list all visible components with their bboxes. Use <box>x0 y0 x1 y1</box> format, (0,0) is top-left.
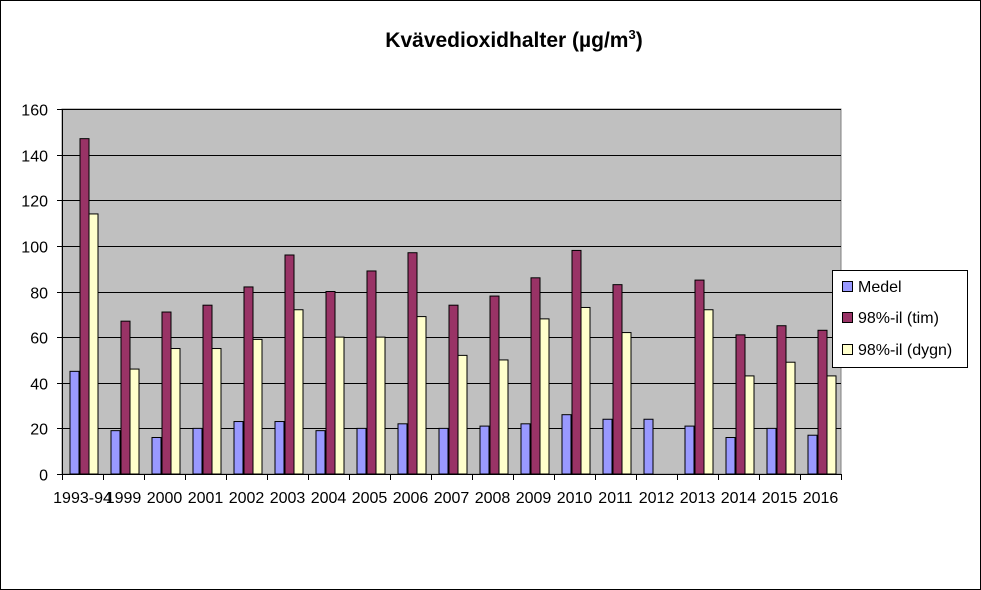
bar-3 <box>252 338 263 475</box>
bar-2 <box>571 249 582 475</box>
bar-3 <box>293 309 304 475</box>
x-tick-label: 2003 <box>270 490 306 507</box>
chart-title-suffix: ) <box>635 29 643 52</box>
bar-2 <box>120 320 131 475</box>
y-tick-label: 100 <box>21 240 48 257</box>
bar-1 <box>807 434 818 475</box>
bar-2 <box>448 304 459 475</box>
x-tick-label: 2006 <box>393 490 429 507</box>
bar-3 <box>88 213 99 475</box>
bar-1 <box>151 437 162 475</box>
y-tick-label: 0 <box>39 468 48 485</box>
bar-1 <box>479 425 490 475</box>
bar-1 <box>602 418 613 475</box>
bar-2 <box>735 334 746 475</box>
chart-title-superscript: 3 <box>628 27 636 42</box>
bar-1 <box>438 427 449 475</box>
bar-2 <box>79 138 90 475</box>
bar-3 <box>744 375 755 475</box>
x-tick-label: 2004 <box>311 490 347 507</box>
x-tick-label: 2005 <box>352 490 388 507</box>
legend-item: Medel <box>842 278 902 298</box>
bar-3 <box>170 348 181 475</box>
bar-2 <box>325 291 336 475</box>
bar-2 <box>694 279 705 475</box>
bar-3 <box>703 309 714 475</box>
legend-label: 98%-il (tim) <box>858 310 939 327</box>
bar-1 <box>110 430 121 475</box>
bar-1 <box>397 423 408 475</box>
bar-1 <box>356 427 367 475</box>
bar-2 <box>817 329 828 475</box>
bar-3 <box>375 336 386 475</box>
bar-3 <box>498 359 509 475</box>
legend-item: 98%-il (tim) <box>842 309 939 329</box>
bar-1 <box>643 418 654 475</box>
legend-label: Medel <box>858 279 902 296</box>
x-tick-label: 2002 <box>229 490 265 507</box>
bar-1 <box>684 425 695 475</box>
legend-swatch <box>842 312 853 323</box>
x-tick-label: 2015 <box>762 490 798 507</box>
bar-2 <box>776 325 787 475</box>
bar-3 <box>785 361 796 475</box>
x-tick-label: 1993-94 <box>53 490 112 507</box>
legend: Medel 98%-il (tim) 98%-il (dygn) <box>832 270 968 368</box>
bar-1 <box>233 421 244 475</box>
chart-title: Kvävedioxidhalter (µg/m3) <box>0 27 981 53</box>
bar-2 <box>612 284 623 475</box>
x-tick-label: 2009 <box>516 490 552 507</box>
bar-1 <box>315 430 326 475</box>
y-tick-label: 120 <box>21 194 48 211</box>
x-tick-label: 2013 <box>680 490 716 507</box>
bar-2 <box>284 254 295 475</box>
x-tick-label: 2010 <box>557 490 593 507</box>
bar-2 <box>530 277 541 475</box>
bar-3 <box>416 316 427 475</box>
x-tick-label: 1999 <box>106 490 142 507</box>
bar-1 <box>766 427 777 475</box>
y-tick-label: 60 <box>30 331 48 348</box>
x-tick-label: 2008 <box>475 490 511 507</box>
y-tick-label: 80 <box>30 286 48 303</box>
bar-3 <box>621 332 632 475</box>
bar-2 <box>161 311 172 475</box>
y-tick-label: 140 <box>21 149 48 166</box>
y-tick-label: 20 <box>30 422 48 439</box>
y-tick-label: 160 <box>21 103 48 120</box>
legend-item: 98%-il (dygn) <box>842 341 952 361</box>
bar-3 <box>129 368 140 475</box>
bar-1 <box>69 370 80 475</box>
chart-title-text: Kvävedioxidhalter (µg/m <box>385 29 629 52</box>
bar-1 <box>274 421 285 475</box>
bar-2 <box>202 304 213 475</box>
bar-1 <box>561 414 572 475</box>
bar-2 <box>489 295 500 475</box>
bar-2 <box>366 270 377 475</box>
bar-2 <box>407 252 418 475</box>
x-tick-label: 2016 <box>803 490 839 507</box>
x-tick-label: 2012 <box>639 490 675 507</box>
legend-swatch <box>842 281 853 292</box>
bar-1 <box>725 437 736 475</box>
bar-2 <box>243 286 254 475</box>
bar-1 <box>520 423 531 475</box>
x-tick-label: 2001 <box>188 490 224 507</box>
bar-3 <box>539 318 550 475</box>
bar-3 <box>580 306 591 475</box>
x-tick-label: 2007 <box>434 490 470 507</box>
y-tick-label: 40 <box>30 377 48 394</box>
bar-1 <box>192 427 203 475</box>
x-tick-label: 2014 <box>721 490 757 507</box>
legend-swatch <box>842 344 853 355</box>
bar-3 <box>211 348 222 475</box>
legend-label: 98%-il (dygn) <box>858 342 953 359</box>
x-tick-label: 2000 <box>147 490 183 507</box>
x-tick-label: 2011 <box>598 490 633 507</box>
bar-3 <box>826 375 837 475</box>
bar-3 <box>457 354 468 475</box>
bar-3 <box>334 336 345 475</box>
